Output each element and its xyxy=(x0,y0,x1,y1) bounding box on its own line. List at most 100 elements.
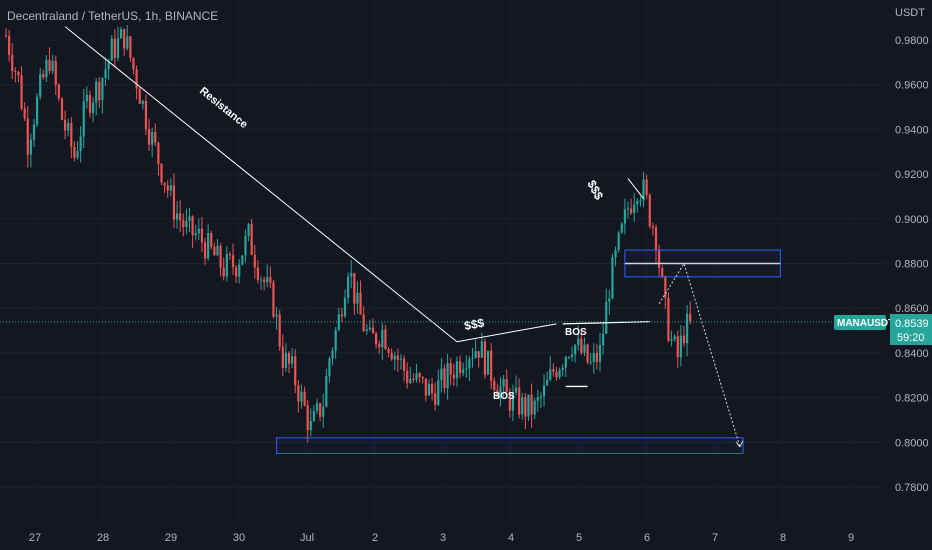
candle-body xyxy=(626,208,630,210)
symbol-badge-bg xyxy=(834,315,886,330)
candle-body xyxy=(60,98,64,120)
candle-body xyxy=(533,400,536,415)
price-badge-value: 0.8539 xyxy=(895,318,929,330)
candle-body xyxy=(26,118,29,155)
candle-body xyxy=(291,356,294,364)
chart-grid xyxy=(0,39,884,488)
candle-body xyxy=(337,314,340,330)
candle-body xyxy=(172,185,176,220)
candle-body xyxy=(424,378,427,396)
candle-body xyxy=(658,249,661,268)
candle-body xyxy=(147,129,151,145)
candle-body xyxy=(259,279,263,281)
candle-body xyxy=(278,314,281,347)
candle-body xyxy=(76,151,79,158)
candle-body xyxy=(166,185,169,191)
candle-body xyxy=(371,327,375,334)
candle-body xyxy=(365,329,368,331)
candle-body xyxy=(4,35,8,37)
candle-body xyxy=(536,397,539,401)
candle-body xyxy=(350,273,353,277)
candle-body xyxy=(107,60,110,70)
candle-body xyxy=(440,368,443,381)
time-tick-label: 9 xyxy=(848,532,854,544)
candle-body xyxy=(586,344,589,363)
candle-body xyxy=(689,313,692,322)
time-tick-label: 7 xyxy=(712,532,718,544)
price-tick-label: 0.9200 xyxy=(895,169,929,181)
candle-body xyxy=(216,245,219,256)
candle-body xyxy=(353,273,356,304)
candle-body xyxy=(210,233,213,247)
candle-body xyxy=(95,81,98,103)
candle-body xyxy=(347,276,350,298)
candle-body xyxy=(502,379,505,387)
time-tick-label: Jul xyxy=(300,532,314,544)
candle-body xyxy=(297,385,300,402)
candle-body xyxy=(222,267,225,277)
demand-zone xyxy=(276,437,744,454)
candle-body xyxy=(648,194,651,227)
candle-body xyxy=(8,35,11,55)
candle-body xyxy=(132,58,135,70)
time-axis[interactable]: 27 28 29 30 Jul 2 3 4 5 6 7 8 9 xyxy=(29,532,854,544)
candle-body xyxy=(468,359,471,369)
candle-body xyxy=(430,383,434,394)
candle-body xyxy=(151,131,154,145)
candle-body xyxy=(465,368,468,370)
candle-body xyxy=(527,394,530,417)
candle-body xyxy=(539,396,543,398)
candle-body xyxy=(446,363,449,389)
candle-body xyxy=(443,368,446,389)
candle-body xyxy=(272,282,275,317)
candle-body xyxy=(135,69,138,89)
candle-body xyxy=(542,385,546,397)
candle-body xyxy=(70,122,73,147)
candle-body xyxy=(48,59,51,72)
candle-body xyxy=(561,367,564,370)
candle-body xyxy=(79,136,82,152)
candle-body xyxy=(309,420,312,431)
candle-body xyxy=(17,71,20,76)
candle-body xyxy=(530,394,533,415)
candle-body xyxy=(63,119,67,131)
bos-label-1: BOS xyxy=(493,391,515,402)
price-axis[interactable]: USDT 0.9800 0.9600 0.9400 0.9200 0.9000 0.880… xyxy=(895,7,929,494)
candle-body xyxy=(676,336,679,358)
candle-body xyxy=(241,255,244,265)
candle-body xyxy=(104,69,107,79)
candle-body xyxy=(412,378,415,380)
candle-body xyxy=(384,329,387,349)
candle-body xyxy=(434,393,437,405)
candle-body xyxy=(319,403,322,417)
candle-body xyxy=(480,341,483,358)
candle-body xyxy=(328,358,331,377)
candle-body xyxy=(182,220,185,228)
candle-body xyxy=(592,352,595,363)
candle-body xyxy=(368,327,371,330)
candle-body xyxy=(116,38,120,59)
symbol-title[interactable]: Decentraland / TetherUS, 1h, BINANCE xyxy=(7,9,218,23)
candle-body xyxy=(654,227,658,250)
candle-body xyxy=(126,36,129,49)
price-tick-label: 0.8000 xyxy=(895,437,929,449)
candle-body xyxy=(499,386,502,397)
candle-body xyxy=(141,100,144,104)
time-tick-label: 30 xyxy=(233,532,245,544)
candle-body xyxy=(29,139,32,155)
candle-body xyxy=(418,373,421,378)
candle-body xyxy=(219,245,222,268)
candle-body xyxy=(263,279,266,283)
candle-body xyxy=(620,223,623,233)
candle-body xyxy=(521,397,524,415)
candle-body xyxy=(406,370,409,383)
liquidity-label-2: $$$ xyxy=(584,178,606,203)
time-tick-label: 6 xyxy=(644,532,650,544)
candle-body xyxy=(110,38,113,61)
time-tick-label: 2 xyxy=(372,532,378,544)
candle-body xyxy=(275,314,278,317)
time-tick-label: 8 xyxy=(780,532,786,544)
candle-body xyxy=(427,383,431,396)
candle-body xyxy=(645,179,648,195)
